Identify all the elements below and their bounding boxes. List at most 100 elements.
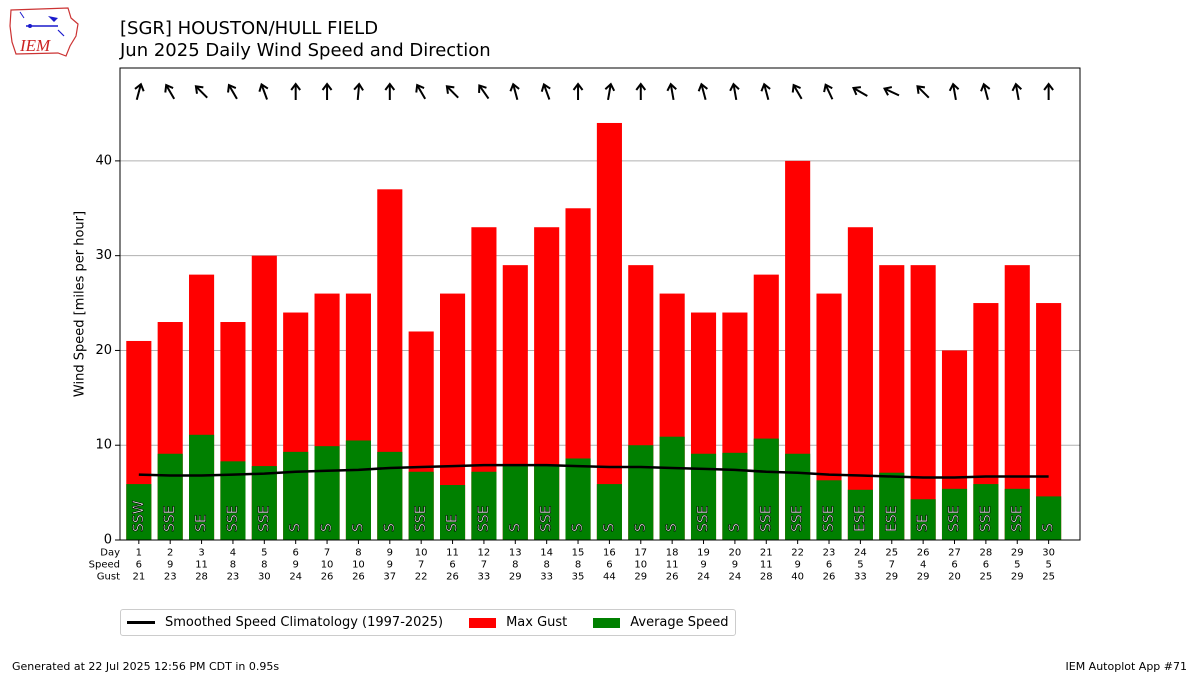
wind-arrow <box>852 86 868 97</box>
x-tick-label: 23 <box>823 548 836 559</box>
x-row-label: Speed <box>89 560 120 571</box>
x-tick-label: 35 <box>572 572 585 583</box>
x-tick-label: 8 <box>543 560 549 571</box>
x-tick-label: 10 <box>352 560 365 571</box>
x-tick-label: 13 <box>509 548 522 559</box>
x-tick-label: 37 <box>383 572 396 583</box>
x-tick-label: 25 <box>885 548 898 559</box>
wind-arrow <box>697 82 708 100</box>
wind-arrow <box>509 82 520 100</box>
legend-label-climatology: Smoothed Speed Climatology (1997-2025) <box>165 615 444 630</box>
x-tick-label: 9 <box>794 560 800 571</box>
wind-arrow <box>791 83 803 100</box>
wind-arrow <box>384 82 396 100</box>
avg-speed-bar <box>565 458 591 540</box>
direction-label: S <box>382 523 398 532</box>
x-tick-label: 6 <box>951 560 957 571</box>
x-tick-label: 6 <box>292 548 298 559</box>
chart-legend: Smoothed Speed Climatology (1997-2025) M… <box>120 609 736 636</box>
avg-speed-bar <box>126 484 152 540</box>
avg-speed-bar <box>628 445 654 540</box>
wind-arrow <box>572 82 584 100</box>
x-tick-label: 8 <box>230 560 236 571</box>
x-tick-label: 9 <box>732 560 738 571</box>
legend-swatch-gust <box>469 617 497 628</box>
x-tick-label: 9 <box>700 560 706 571</box>
wind-arrow <box>227 83 238 100</box>
direction-label: ESE <box>852 505 868 532</box>
wind-arrow <box>1011 82 1023 101</box>
x-tick-label: 6 <box>983 560 989 571</box>
x-tick-label: 9 <box>167 560 173 571</box>
avg-speed-bar <box>251 466 277 540</box>
wind-arrow <box>916 85 930 99</box>
x-tick-label: 5 <box>857 560 863 571</box>
direction-label: SSE <box>256 505 272 532</box>
wind-arrow <box>164 83 176 100</box>
wind-arrow <box>760 82 771 100</box>
direction-label: S <box>601 523 617 532</box>
direction-label: S <box>507 523 523 532</box>
y-tick-label: 0 <box>104 533 112 548</box>
wind-arrow <box>353 82 364 101</box>
climatology-line <box>138 463 1049 479</box>
y-tick-label: 20 <box>95 343 112 358</box>
x-tick-label: 28 <box>760 572 773 583</box>
x-tick-label: 22 <box>791 548 804 559</box>
direction-label: SSE <box>947 505 963 532</box>
x-tick-label: 25 <box>1042 572 1055 583</box>
x-tick-label: 29 <box>1011 548 1024 559</box>
direction-label: ESE <box>884 505 900 532</box>
x-tick-label: 19 <box>697 548 710 559</box>
x-tick-label: 44 <box>603 572 616 583</box>
x-tick-label: 7 <box>481 560 487 571</box>
legend-item-avg: Average Speed <box>593 615 729 630</box>
x-tick-label: 26 <box>917 548 930 559</box>
x-tick-label: 11 <box>666 560 679 571</box>
avg-speed-bar <box>596 484 622 540</box>
x-tick-label: 33 <box>478 572 491 583</box>
x-tick-label: 29 <box>509 572 522 583</box>
avg-speed-bar <box>1036 496 1062 540</box>
x-tick-label: 11 <box>195 560 208 571</box>
x-tick-label: 2 <box>167 548 173 559</box>
wind-arrow <box>445 85 459 99</box>
x-row-label: Day <box>100 548 120 559</box>
direction-label: SSE <box>225 505 241 532</box>
x-tick-label: 20 <box>948 572 961 583</box>
wind-arrow <box>635 82 647 100</box>
direction-label: SSE <box>162 505 178 532</box>
x-tick-label: 4 <box>920 560 926 571</box>
app-credit: IEM Autoplot App #71 <box>1065 660 1188 673</box>
legend-label-avg: Average Speed <box>630 615 729 630</box>
gust-bar <box>847 227 873 540</box>
gust-bar <box>596 122 622 540</box>
direction-label: SSE <box>413 505 429 532</box>
x-tick-label: 24 <box>697 572 710 583</box>
wind-arrow <box>415 83 427 100</box>
wind-arrow <box>666 82 677 101</box>
x-tick-label: 26 <box>321 572 334 583</box>
direction-label: SE <box>915 514 931 532</box>
avg-speed-bar <box>283 451 309 540</box>
direction-label: SSE <box>1009 505 1025 532</box>
x-tick-label: 8 <box>261 560 267 571</box>
x-tick-label: 21 <box>132 572 145 583</box>
y-axis-label: Wind Speed [miles per hour] <box>73 211 88 397</box>
x-tick-label: 28 <box>980 548 993 559</box>
x-tick-label: 29 <box>634 572 647 583</box>
wind-arrow <box>290 82 301 100</box>
x-tick-label: 33 <box>854 572 867 583</box>
avg-speed-bar <box>659 436 685 540</box>
avg-speed-bar <box>753 438 779 540</box>
x-tick-label: 8 <box>355 548 361 559</box>
iem-logo: IEM <box>9 7 79 57</box>
direction-label: SSE <box>821 505 837 532</box>
legend-line-climatology <box>127 621 155 624</box>
avg-speed-bar <box>408 471 434 540</box>
wind-arrow <box>540 82 551 100</box>
x-tick-label: 16 <box>603 548 616 559</box>
x-tick-label: 24 <box>729 572 742 583</box>
x-tick-label: 10 <box>634 560 647 571</box>
direction-label: SE <box>194 514 210 532</box>
